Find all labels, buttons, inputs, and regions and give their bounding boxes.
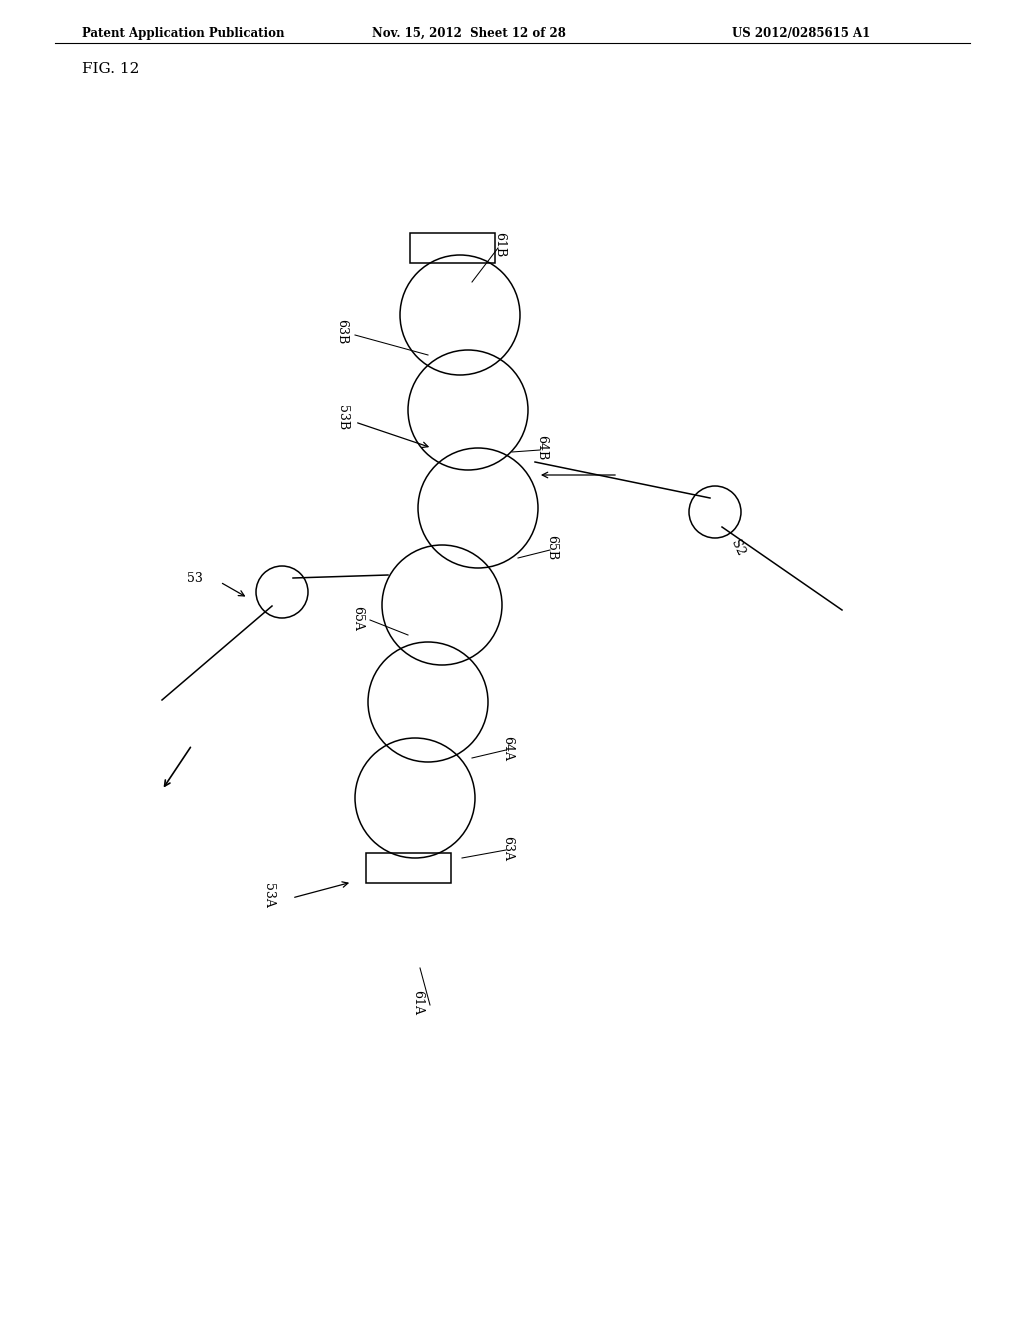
- Text: S2: S2: [729, 537, 748, 558]
- Text: US 2012/0285615 A1: US 2012/0285615 A1: [732, 26, 870, 40]
- Text: Patent Application Publication: Patent Application Publication: [82, 26, 285, 40]
- Text: 61B: 61B: [494, 232, 507, 257]
- Text: 61A: 61A: [412, 990, 425, 1015]
- Text: 53A: 53A: [261, 883, 274, 907]
- Text: FIG. 12: FIG. 12: [82, 62, 139, 77]
- Text: 63B: 63B: [336, 319, 348, 345]
- Bar: [366, 853, 451, 883]
- Text: Nov. 15, 2012  Sheet 12 of 28: Nov. 15, 2012 Sheet 12 of 28: [372, 26, 566, 40]
- Text: 65A: 65A: [351, 606, 365, 631]
- Text: 64B: 64B: [536, 436, 549, 461]
- Text: 65B: 65B: [546, 536, 558, 561]
- Text: 53B: 53B: [336, 405, 348, 430]
- Text: 64A: 64A: [502, 735, 514, 760]
- Text: 53: 53: [187, 572, 203, 585]
- Bar: [410, 234, 495, 263]
- Text: 63A: 63A: [502, 836, 514, 861]
